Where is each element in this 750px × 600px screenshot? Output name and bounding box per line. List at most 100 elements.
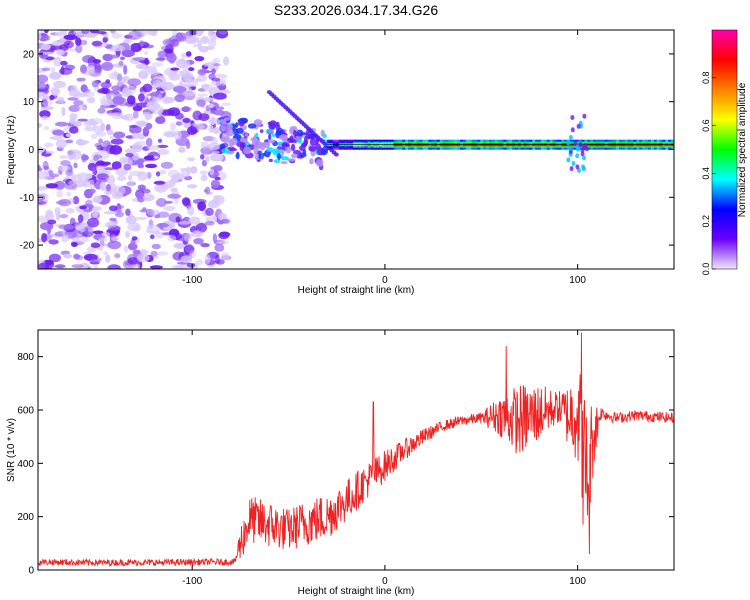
spectrogram-noise-blob [106,93,116,98]
snr-series-path [38,332,674,568]
spectrogram-tone-blob [253,134,257,143]
spectrogram-noise-blob [131,236,138,241]
spectrogram-noise-blob [43,125,50,131]
spectrogram-noise-blob [120,56,125,61]
spectrogram-noise-blob [178,70,184,77]
spectrogram-tone-blob [573,141,578,146]
spectrogram-tone-blob [566,157,571,163]
spectrogram-noise-blob [196,30,203,37]
spectrogram-noise-blob [221,102,232,106]
snr-y-tick-label: 0 [28,566,34,577]
spectrogram-noise-blob [214,243,225,252]
colorbar-tick-label: 0.6 [701,119,711,132]
spectrogram-noise-blob [107,240,122,250]
spectrogram-noise-blob [41,115,49,121]
spectrogram-noise-blob [68,89,81,98]
snr-y-tick-label: 600 [17,406,34,417]
spectrogram-noise-blob [90,133,98,139]
spectrogram-noise-blob [89,30,100,34]
spectrogram-noise-blob [212,195,220,204]
spectrogram-noise-blob [210,166,219,170]
spectrogram-noise-blob [119,205,125,209]
spectrogram-tone-blob [219,143,226,150]
spectrogram-noise-blob [195,259,203,266]
spectrogram-noise-blob [146,93,157,97]
spectrogram-noise-blob [166,53,177,63]
spectrogram-noise-blob [45,83,50,90]
spectrogram-noise-blob [38,74,49,84]
spectrogram-noise-blob [38,215,50,223]
spectrogram-noise-blob [132,132,140,140]
spectrogram-noise-blob [201,159,207,167]
snr-x-tick-label: 0 [382,576,388,587]
spectrogram-noise-blob [127,180,135,187]
spectrogram-noise-blob [63,34,78,40]
spectrogram-noise-blob [173,242,187,249]
spectrogram-noise-blob [93,265,99,269]
spectrogram-noise-blob [85,199,93,210]
spectrogram-noise-blob [186,262,196,268]
spectrogram-noise-blob [52,129,65,136]
spectrogram-noise-blob [109,104,115,108]
spectrogram-noise-blob [155,251,169,256]
spectrogram-tone-blob [258,152,262,159]
spectrogram-tone-blob [280,161,288,165]
spectrogram-tone-blob [242,117,249,124]
spectrogram-noise-blob [44,30,49,34]
spectrogram-noise-blob [56,99,65,105]
spectrogram-noise-blob [160,161,174,169]
spectrogram-noise-blob [217,240,229,245]
spectrogram-noise-blob [55,138,67,149]
spectrogram-noise-blob [72,196,80,205]
spectrogram-noise-blob [38,82,46,91]
spectrogram-noise-blob [114,253,121,259]
spectrogram-noise-blob [65,133,72,138]
colorbar-tick-label: 0.2 [701,215,711,228]
spectrogram-noise-blob [190,166,198,174]
spectrogram-noise-blob [55,121,69,127]
spectrogram-noise-blob [153,155,159,159]
spectrogram-noise-blob [127,242,138,251]
spectrogram-noise-blob [149,265,163,269]
spectrogram-tone-blob [281,143,291,148]
spectrogram-noise-blob [220,252,230,261]
spectrogram-noise-blob [75,224,82,231]
spectrogram-tone-blob [568,135,573,140]
spectrogram-noise-blob [82,55,96,63]
spectrogram-noise-blob [192,43,198,48]
spectrogram-tone-blob [582,113,587,119]
spectrogram-noise-blob [41,43,51,51]
spectrogram-noise-blob [96,30,107,35]
spectrogram-noise-blob [61,106,66,117]
spectrogram-noise-blob [157,211,170,218]
spectrogram-noise-blob [164,132,175,137]
spectrogram-noise-blob [133,110,139,119]
spectrogram-noise-blob [38,262,50,269]
spectrogram-noise-blob [195,222,208,233]
spectrogram-noise-blob [210,179,221,189]
spectrogram-noise-blob [95,165,106,170]
spectrogram-noise-blob [91,167,97,175]
spectrogram-noise-blob [145,122,153,130]
spectrogram-noise-blob [153,180,166,185]
spectrogram-noise-blob [106,129,114,136]
spectrogram-noise-blob [173,85,187,93]
spectrogram-tone-blob [566,140,571,146]
spectrogram-noise-blob [170,187,178,193]
spectrogram-tone-blob [253,145,261,150]
spectrogram-noise-blob [214,73,228,79]
spectrogram-noise-blob [80,64,87,74]
spectrogram-tone-blob [575,153,580,159]
snr-series-line [38,332,674,568]
spectrogram-noise-blob [81,153,87,163]
spectrogram-noise-blob [127,95,136,105]
spectrogram-noise-blob [185,51,192,57]
spectrogram-noise-blob [92,230,104,235]
snr-frame [37,329,675,571]
spectrogram-noise-blob [173,130,182,140]
spectrogram-noise-blob [109,145,123,155]
spectrogram-noise-blob [96,145,104,151]
spectrogram-tone-blob [295,131,300,136]
spectrogram-noise-blob [83,32,98,38]
spectrogram-noise-blob [77,214,84,224]
